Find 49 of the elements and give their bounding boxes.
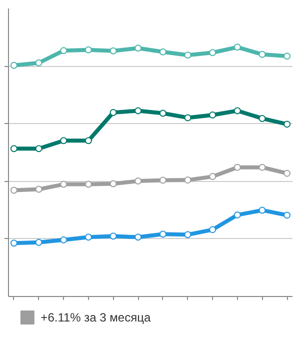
point	[184, 231, 192, 238]
point	[258, 114, 266, 122]
point	[258, 50, 266, 58]
point	[184, 114, 192, 122]
point	[134, 44, 142, 52]
point	[60, 236, 68, 244]
point	[35, 59, 42, 66]
point	[258, 164, 266, 171]
point	[234, 107, 241, 114]
point	[209, 49, 216, 56]
point	[84, 180, 92, 188]
point	[159, 110, 166, 117]
point	[209, 226, 216, 234]
point	[110, 232, 117, 240]
point	[35, 238, 42, 246]
point	[159, 48, 166, 56]
point	[110, 47, 117, 54]
point	[10, 62, 18, 69]
point	[10, 186, 18, 194]
point	[110, 108, 117, 116]
point	[134, 107, 142, 114]
point	[284, 52, 291, 60]
point	[258, 206, 266, 214]
point	[110, 180, 117, 188]
point	[134, 178, 142, 185]
legend-label: +6.11% за 3 месяца	[40, 310, 151, 324]
point	[234, 211, 241, 218]
point	[234, 44, 241, 51]
point	[209, 173, 216, 180]
point	[284, 212, 291, 219]
point	[35, 145, 42, 152]
point	[159, 176, 166, 184]
point	[234, 164, 241, 171]
point	[134, 234, 142, 241]
point	[284, 120, 291, 128]
point	[10, 145, 18, 152]
point	[35, 186, 42, 193]
point	[60, 180, 68, 188]
point	[184, 52, 192, 59]
point	[184, 176, 192, 184]
point	[84, 46, 92, 54]
point	[84, 137, 92, 144]
point	[84, 234, 92, 241]
point	[284, 170, 291, 177]
point	[10, 240, 18, 247]
point	[159, 230, 166, 238]
point	[60, 137, 68, 144]
point	[209, 111, 216, 118]
point	[60, 47, 68, 54]
